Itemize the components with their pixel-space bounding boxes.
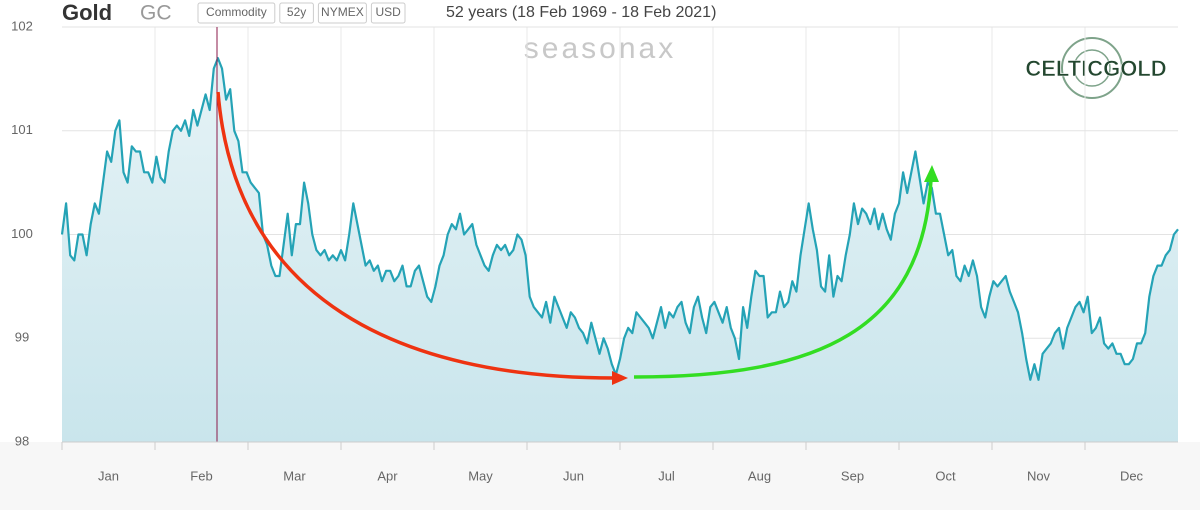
line	[60, 57, 1179, 381]
x-tick-label: Mar	[283, 468, 306, 483]
logo-knot	[1061, 37, 1123, 99]
chart-title: Gold	[62, 0, 112, 25]
logo-knot	[1073, 49, 1111, 87]
x-axis-band	[0, 442, 1200, 510]
y-tick-label: 101	[11, 122, 33, 137]
tag: 52y	[287, 5, 306, 19]
tag: Commodity	[206, 5, 267, 19]
tag-box	[279, 2, 314, 24]
y-tick-label: 98	[15, 433, 29, 448]
y-tick-label: 99	[15, 330, 29, 345]
down-arrow	[216, 91, 615, 380]
symbol: GC	[140, 2, 172, 25]
tag-box	[370, 2, 406, 24]
area	[62, 58, 1178, 442]
y-tick-label: 102	[11, 18, 33, 33]
subtitle: 52 years (18 Feb 1969 - 18 Feb 2021)	[446, 4, 716, 21]
tag-group: Commodity 52y NYMEX USD	[197, 2, 406, 24]
logo-text: CELTICGOLD	[1025, 56, 1166, 81]
x-tick-label: Oct	[935, 468, 956, 483]
x-tick-label: Sep	[841, 468, 864, 483]
down-arrowhead	[612, 371, 628, 385]
x-tick-label: Jun	[563, 468, 584, 483]
tag: NYMEX	[321, 5, 364, 19]
tag: USD	[376, 5, 402, 19]
x-tick-label: Apr	[377, 468, 398, 483]
up-arrowhead	[924, 165, 939, 182]
x-tick-label: Nov	[1027, 468, 1051, 483]
x-tick-label: May	[468, 468, 493, 483]
y-tick-label: 100	[11, 226, 33, 241]
x-tick-label: Dec	[1120, 468, 1144, 483]
x-tick-label: Feb	[190, 468, 212, 483]
x-tick-label: Jul	[658, 468, 675, 483]
logo: CELTICGOLD	[1025, 37, 1167, 99]
watermark: seasonax	[524, 32, 676, 65]
tag-box	[317, 2, 367, 24]
tag-box	[197, 2, 276, 24]
x-tick-label: Aug	[748, 468, 771, 483]
x-tick-label: Jan	[98, 468, 119, 483]
up-arrow	[633, 179, 933, 379]
